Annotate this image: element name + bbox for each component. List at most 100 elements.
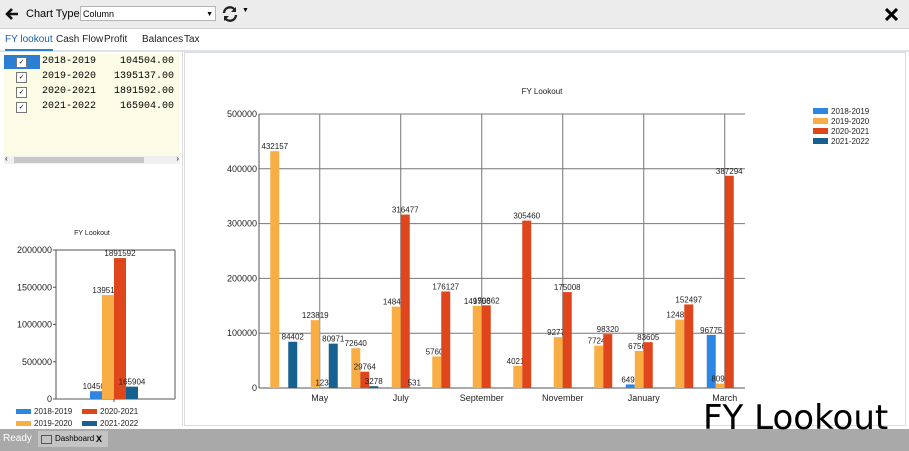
x-tick-label: July: [393, 393, 410, 403]
data-label: 531: [408, 379, 422, 388]
legend-entry: 2021-2022: [831, 137, 870, 146]
bar: [441, 291, 451, 388]
tab-cash-flow[interactable]: Cash Flow: [56, 34, 104, 45]
bar: [391, 306, 401, 388]
legend-entry: 2020-2021: [100, 407, 139, 416]
legend-swatch: [16, 409, 31, 414]
bar: [126, 386, 138, 399]
y-tick-label: 2000000: [17, 245, 52, 255]
list-item[interactable]: ✓ 2019-2020 1395137.00: [4, 70, 180, 84]
bar: [351, 348, 361, 388]
legend-entry: 2020-2021: [831, 127, 870, 136]
data-label: 175008: [554, 283, 581, 292]
scroll-left-icon[interactable]: ‹: [5, 154, 8, 163]
bar: [715, 383, 725, 388]
x-tick-label: January: [628, 393, 661, 403]
bar: [90, 391, 102, 399]
bar: [634, 350, 644, 388]
bar: [603, 334, 613, 388]
refresh-icon[interactable]: [221, 5, 239, 23]
arrow-left-icon[interactable]: [4, 6, 20, 22]
bar: [360, 371, 370, 388]
fy-list: ✓ 2018-2019 104504.00 ✓ 2019-2020 139513…: [4, 54, 180, 158]
bar: [522, 220, 532, 388]
bar: [319, 387, 329, 388]
data-label: 72640: [345, 339, 368, 348]
chevron-down-icon: ▼: [206, 11, 213, 18]
horizontal-scrollbar[interactable]: ‹ ›: [4, 154, 180, 164]
tab-fy-lookout[interactable]: FY lookout: [5, 34, 53, 51]
chart-title: FY Lookout: [522, 87, 564, 96]
tab-tax[interactable]: Tax: [184, 34, 200, 45]
list-item[interactable]: ✓ 2018-2019 104504.00: [4, 55, 180, 69]
legend-entry: 2018-2019: [34, 407, 73, 416]
dashboard-tab-label: Dashboard: [55, 434, 95, 443]
bar: [594, 345, 604, 388]
bar: [625, 384, 635, 388]
legend-swatch: [82, 421, 97, 426]
y-tick-label: 400000: [227, 164, 257, 174]
dashboard-tab[interactable]: Dashboard X: [38, 431, 108, 447]
y-tick-label: 0: [47, 394, 52, 404]
bar: [472, 305, 482, 388]
y-tick-label: 500000: [22, 357, 52, 367]
checkbox[interactable]: ✓: [4, 70, 40, 84]
watermark-title: FY Lookout: [703, 398, 889, 438]
bar: [706, 334, 716, 388]
checkbox[interactable]: ✓: [4, 55, 40, 69]
data-label: 67560: [628, 342, 651, 351]
left-pane: ✓ 2018-2019 104504.00 ✓ 2019-2020 139513…: [0, 52, 183, 426]
bar: [102, 295, 114, 399]
data-label: 150862: [473, 296, 500, 305]
data-label: 40218: [507, 357, 530, 366]
main-chart: FY Lookout 0 100000 200000 300000 400000 50000…: [227, 87, 870, 403]
bar: [675, 319, 685, 388]
legend-swatch: [813, 138, 828, 144]
bar: [310, 320, 320, 388]
data-label: 148445: [383, 298, 410, 307]
data-label: 1891592: [104, 249, 136, 258]
data-label: 104504: [83, 382, 110, 391]
y-tick-label: 500000: [227, 109, 257, 119]
year-label: 2020-2021: [42, 86, 97, 97]
data-label: 124818: [666, 311, 693, 320]
data-label: 3278: [365, 377, 383, 386]
data-label: 149756: [464, 297, 491, 306]
close-icon[interactable]: [885, 8, 898, 21]
status-text: Ready: [3, 433, 32, 444]
bar: [724, 175, 734, 388]
checkbox[interactable]: ✓: [4, 85, 40, 99]
bar: [400, 214, 410, 388]
scrollbar-thumb[interactable]: [14, 157, 144, 163]
y-tick-label: 1000000: [17, 320, 52, 330]
chart-type-select[interactable]: Column ▼: [80, 6, 216, 21]
toolbar: Chart Type Column ▼ ▼: [0, 0, 909, 29]
data-label: 123819: [302, 311, 329, 320]
bar: [684, 304, 694, 388]
list-item[interactable]: ✓ 2020-2021 1891592.00: [4, 85, 180, 99]
legend-entry: 2018-2019: [831, 107, 870, 116]
data-label: 305460: [513, 212, 540, 221]
legend-swatch: [82, 409, 97, 414]
bar: [481, 305, 491, 388]
data-label: 6490: [621, 375, 639, 384]
data-label: 57606: [426, 347, 449, 356]
data-label: 316477: [392, 206, 419, 215]
scroll-right-icon[interactable]: ›: [176, 154, 179, 163]
refresh-dropdown-icon[interactable]: ▼: [242, 7, 249, 14]
y-tick-label: 200000: [227, 273, 257, 283]
bar: [328, 343, 338, 388]
amount-value: 1395137.00: [113, 71, 174, 82]
year-label: 2019-2020: [42, 71, 97, 82]
list-item[interactable]: ✓ 2021-2022 165904.00: [4, 100, 180, 114]
x-tick-label: March: [712, 393, 737, 403]
close-tab-icon[interactable]: X: [96, 434, 103, 444]
checkbox[interactable]: ✓: [4, 100, 40, 114]
chart-title: FY Lookout: [74, 230, 110, 237]
tab-profit[interactable]: Profit: [104, 34, 128, 45]
legend-swatch: [16, 421, 31, 426]
legend-entry: 2019-2020: [831, 117, 870, 126]
data-label: 84402: [282, 333, 305, 342]
legend-swatch: [813, 118, 828, 124]
tab-balances[interactable]: Balances: [142, 34, 184, 45]
